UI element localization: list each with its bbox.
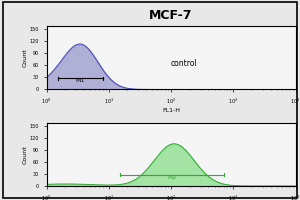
Y-axis label: Count: Count [23,145,28,164]
Text: control: control [171,59,198,68]
X-axis label: FL1-H: FL1-H [162,108,180,113]
Text: M2: M2 [167,175,177,180]
Text: M1: M1 [76,78,85,83]
Text: MCF-7: MCF-7 [149,9,193,22]
Y-axis label: Count: Count [23,48,28,67]
